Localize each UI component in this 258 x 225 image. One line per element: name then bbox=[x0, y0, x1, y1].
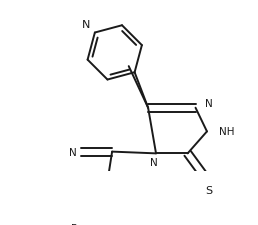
Text: S: S bbox=[205, 185, 212, 195]
Text: N: N bbox=[69, 147, 77, 157]
Text: Br: Br bbox=[71, 223, 81, 225]
Text: NH: NH bbox=[219, 127, 235, 137]
Text: N: N bbox=[205, 99, 213, 109]
Text: N: N bbox=[150, 157, 158, 167]
Text: N: N bbox=[82, 20, 91, 30]
